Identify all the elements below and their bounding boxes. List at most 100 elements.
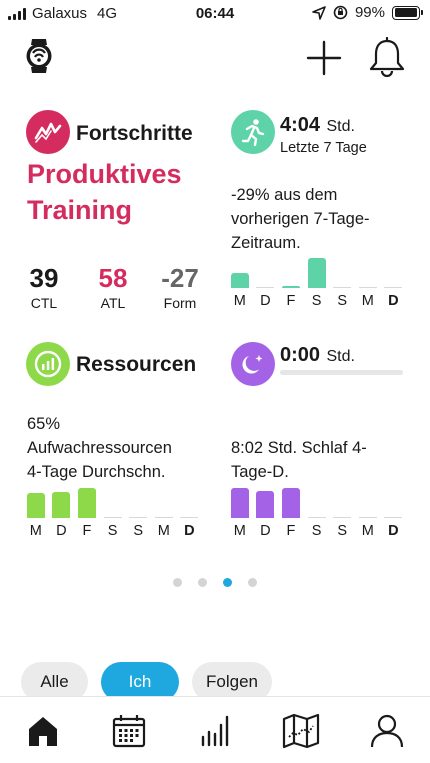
signal-icon	[8, 7, 26, 20]
watch-icon[interactable]	[22, 36, 56, 76]
activity-day-label: D	[388, 293, 399, 309]
trend-icon	[26, 110, 70, 154]
status-bar: Galaxus 4G 06:44 99%	[0, 0, 430, 28]
sleep-bar-slot	[278, 488, 304, 518]
page-dot[interactable]	[248, 578, 257, 587]
activity-day-label: M	[361, 293, 374, 309]
sleep-day-label: M	[361, 523, 374, 539]
activity-day-label: S	[337, 293, 347, 309]
filter-me[interactable]: Ich	[101, 662, 179, 702]
sleep-bar	[281, 488, 300, 518]
activity-unit: Std.	[326, 118, 355, 135]
sleep-bar-slot	[253, 488, 279, 518]
sleep-day-label: S	[337, 523, 347, 539]
activity-day-label: F	[286, 293, 296, 309]
home-icon[interactable]	[23, 711, 63, 751]
resources-bar	[154, 516, 173, 518]
sleep-bar-slot	[227, 488, 253, 518]
training-status: Produktives Training	[27, 156, 182, 228]
profile-icon[interactable]	[367, 711, 407, 751]
resources-text-line1: 65%	[27, 415, 61, 433]
resources-bar	[180, 516, 199, 518]
sleep-bar	[230, 488, 249, 518]
resources-day-label: F	[82, 523, 92, 539]
activity-bar-slot	[253, 258, 279, 288]
resources-text-line3: 4-Tage Durchschn.	[27, 463, 166, 481]
activity-day-label: M	[233, 293, 246, 309]
activity-text-line2: vorherigen 7-Tage-	[231, 210, 370, 228]
sleep-text-line2: Tage-D.	[231, 463, 289, 481]
sleep-bar-slot	[381, 488, 407, 518]
progress-card[interactable]: Fortschritte Produktives Training 39 CTL…	[0, 100, 215, 320]
sleep-bar-slot	[329, 488, 355, 518]
filter-following[interactable]: Folgen	[192, 662, 272, 702]
plus-icon[interactable]	[306, 40, 342, 76]
form-stat: -27 Form	[155, 263, 205, 311]
activity-text-line3: Zeitraum.	[231, 234, 301, 252]
sleep-day-label: F	[286, 523, 296, 539]
ctl-stat: 39 CTL	[24, 263, 64, 311]
battery-level-icon	[26, 342, 70, 386]
sleep-value: 0:00	[280, 344, 321, 366]
status-right: 99%	[312, 4, 423, 21]
activity-bar-slot	[278, 258, 304, 288]
battery-icon	[392, 5, 423, 20]
bell-icon[interactable]	[368, 37, 406, 77]
resources-summary: 65% Aufwachressourcen 4-Tage Durchschn.	[27, 412, 172, 484]
sleep-day-label: S	[311, 523, 322, 539]
resources-bar	[103, 516, 122, 518]
activity-bar	[307, 258, 326, 288]
resources-card[interactable]: Ressourcen 65% Aufwachressourcen 4-Tage …	[0, 335, 215, 555]
sleep-bar	[307, 516, 326, 518]
resources-bar	[77, 488, 96, 518]
resources-bar	[26, 493, 45, 518]
sleep-bar	[256, 491, 275, 518]
resources-bar-slot	[74, 488, 100, 518]
activity-bar-slot	[355, 258, 381, 288]
stats-icon[interactable]	[195, 711, 235, 751]
activity-card[interactable]: 4:04 Std. Letzte 7 Tage -29% aus dem vor…	[215, 100, 430, 320]
activity-text-line1: -29% aus dem	[231, 186, 338, 204]
activity-bar-slot	[329, 258, 355, 288]
resources-bar	[52, 491, 71, 518]
map-icon[interactable]	[281, 711, 321, 751]
training-status-line2: Training	[27, 195, 133, 225]
activity-day-label: D	[260, 293, 271, 309]
activity-bar-slot	[227, 258, 253, 288]
network-type: 4G	[97, 5, 118, 22]
page-indicator	[0, 578, 430, 587]
activity-bar	[256, 286, 275, 288]
sleep-day-label: D	[388, 523, 399, 539]
sleep-bar-slot	[355, 488, 381, 518]
page-dot[interactable]	[223, 578, 232, 587]
sleep-summary: 8:02 Std. Schlaf 4- Tage-D.	[231, 436, 367, 484]
sleep-day-label: D	[260, 523, 271, 539]
activity-day-label: S	[311, 293, 322, 309]
sleep-bar	[384, 516, 403, 518]
atl-label: ATL	[100, 295, 126, 311]
progress-title: Fortschritte	[76, 122, 193, 145]
filter-all[interactable]: Alle	[21, 662, 88, 702]
running-icon	[231, 110, 275, 154]
page-dot[interactable]	[173, 578, 182, 587]
page-dot[interactable]	[198, 578, 207, 587]
status-left: Galaxus 4G	[8, 5, 117, 22]
form-value: -27	[161, 263, 199, 293]
activity-value: 4:04	[280, 114, 321, 136]
sleep-bar-chart	[227, 488, 406, 518]
orientation-lock-icon	[333, 5, 348, 20]
activity-comparison: -29% aus dem vorherigen 7-Tage- Zeitraum…	[231, 183, 370, 255]
status-time: 06:44	[195, 5, 235, 22]
sleep-bar-slot	[304, 488, 330, 518]
activity-bar	[333, 286, 352, 288]
calendar-icon[interactable]	[109, 711, 149, 751]
activity-value-row: 4:04 Std.	[280, 114, 355, 137]
activity-bar	[384, 286, 403, 288]
bottom-nav	[0, 696, 430, 763]
ctl-value: 39	[29, 263, 59, 293]
resources-day-label: D	[184, 523, 195, 539]
resources-bar-slot	[177, 488, 203, 518]
